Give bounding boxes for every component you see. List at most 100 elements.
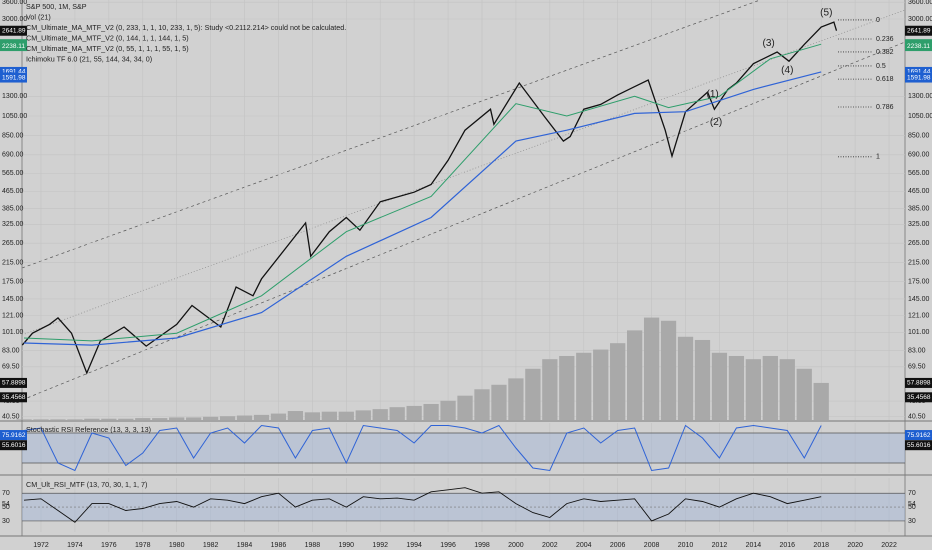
volume-bar: [50, 419, 66, 420]
volume-bar: [169, 417, 185, 420]
price-tag-label: 1591.98: [907, 74, 931, 81]
y-tick-label: 70: [2, 490, 10, 497]
y-tick-label: 465.00: [908, 188, 930, 195]
x-tick-label: 1994: [406, 542, 422, 549]
price-tag-label: 35.4568: [907, 394, 931, 401]
y-tick-label: 54: [2, 501, 10, 508]
y-tick-label: 40.50: [2, 414, 20, 421]
y-tick-label: 121.00: [2, 312, 24, 319]
volume-bar: [627, 330, 643, 420]
volume-bar: [559, 355, 575, 420]
volume-bar: [525, 368, 541, 420]
fib-label: 0.236: [876, 36, 894, 43]
y-tick-label: 850.00: [908, 132, 930, 139]
volume-bar: [728, 355, 745, 420]
volume-bar: [118, 418, 134, 420]
price-tag: [0, 72, 27, 83]
volume-bar: [338, 411, 354, 420]
price-tag: [905, 41, 932, 52]
legend-entry: CM_Ultimate_MA_MTF_V2 (0, 233, 1, 1, 10,…: [26, 23, 346, 32]
x-tick-label: 2016: [780, 542, 796, 549]
x-tick-label: 2002: [542, 542, 558, 549]
channel-lines: [21, 0, 906, 401]
volume-bar: [389, 407, 405, 420]
fib-label: 0: [876, 17, 880, 24]
x-tick-label: 1998: [474, 542, 490, 549]
x-tick-label: 2020: [847, 542, 863, 549]
y-tick-label: 70: [908, 490, 916, 497]
x-tick-label: 1980: [169, 542, 185, 549]
y-tick-label: 1300.00: [908, 93, 932, 100]
x-tick-label: 2022: [881, 542, 897, 549]
volume-bar: [372, 409, 388, 420]
x-tick-label: 2006: [610, 542, 626, 549]
y-tick-label: 565.00: [908, 170, 930, 177]
volume-bar: [321, 411, 337, 420]
y-tick-label: 175.00: [2, 278, 24, 285]
price-tag: [0, 41, 27, 52]
y-tick-label: 850.00: [2, 132, 24, 139]
series-line: [23, 71, 822, 346]
volume-bar: [457, 395, 473, 420]
legend-entry: CM_Ultimate_MA_MTF_V2 (0, 55, 1, 1, 1, 5…: [26, 44, 189, 53]
x-tick-label: 1988: [305, 542, 321, 549]
volume-bar: [236, 415, 253, 420]
volume-bar: [270, 413, 287, 420]
x-tick-label: 2010: [678, 542, 694, 549]
y-tick-label: 50: [908, 504, 916, 511]
price-tag: [905, 72, 932, 83]
volume-bar: [440, 400, 456, 420]
y-tick-label: 565.00: [2, 170, 24, 177]
price-tag-label: 75.9162: [2, 432, 26, 439]
price-tag: [905, 440, 932, 451]
price-tag-label: 75.9162: [907, 432, 931, 439]
volume-bar: [711, 352, 728, 420]
price-tag-label: 2641.89: [2, 27, 26, 34]
wave-label: (4): [781, 65, 793, 76]
volume-bar: [253, 414, 270, 420]
upper-channel: [21, 0, 761, 269]
y-tick-label: 325.00: [2, 221, 24, 228]
y-tick-label: 83.00: [908, 347, 926, 354]
x-tick-label: 1972: [33, 542, 49, 549]
price-tag: [0, 430, 27, 441]
series-line: [23, 424, 822, 472]
volume-bar: [813, 382, 829, 420]
y-tick-label: 69.50: [908, 364, 926, 371]
middle-channel: [21, 9, 906, 336]
price-tag: [905, 430, 932, 441]
price-tag-label: 1691.44: [907, 69, 931, 76]
volume-bar: [16, 419, 32, 420]
price-tag-label: 57.8898: [907, 380, 931, 387]
y-tick-label: 101.00: [2, 329, 24, 336]
panel-title: S&P 500, 1M, S&P: [26, 2, 87, 11]
volume-bar: [152, 418, 168, 420]
volume-bar: [67, 419, 83, 420]
y-tick-label: 101.00: [908, 329, 930, 336]
series-line: [23, 487, 822, 523]
y-tick-label: 121.00: [908, 312, 930, 319]
volume-bar: [593, 349, 609, 420]
volume-bar: [33, 419, 49, 420]
y-tick-label: 3600.00: [908, 0, 932, 6]
volume-bar: [745, 359, 761, 420]
x-tick-label: 1996: [440, 542, 456, 549]
volume-bar: [576, 352, 592, 420]
x-tick-label: 1984: [237, 542, 253, 549]
price-tag: [0, 440, 27, 451]
x-tick-label: 2012: [712, 542, 728, 549]
panel-title: Stochastic RSI Reference (13, 3, 3, 13): [26, 425, 151, 434]
y-tick-label: 385.00: [2, 206, 24, 213]
price-tag: [905, 392, 932, 403]
price-tag: [0, 392, 27, 403]
wave-label: (2): [710, 117, 722, 128]
x-tick-label: 1976: [101, 542, 117, 549]
x-tick-label: 1974: [67, 542, 83, 549]
price-tag: [905, 25, 932, 36]
price-tag-label: 55.6016: [907, 442, 931, 449]
volume-bar: [643, 317, 660, 420]
series-line: [23, 43, 822, 342]
y-tick-label: 1050.00: [908, 113, 932, 120]
x-tick-label: 2014: [746, 542, 762, 549]
